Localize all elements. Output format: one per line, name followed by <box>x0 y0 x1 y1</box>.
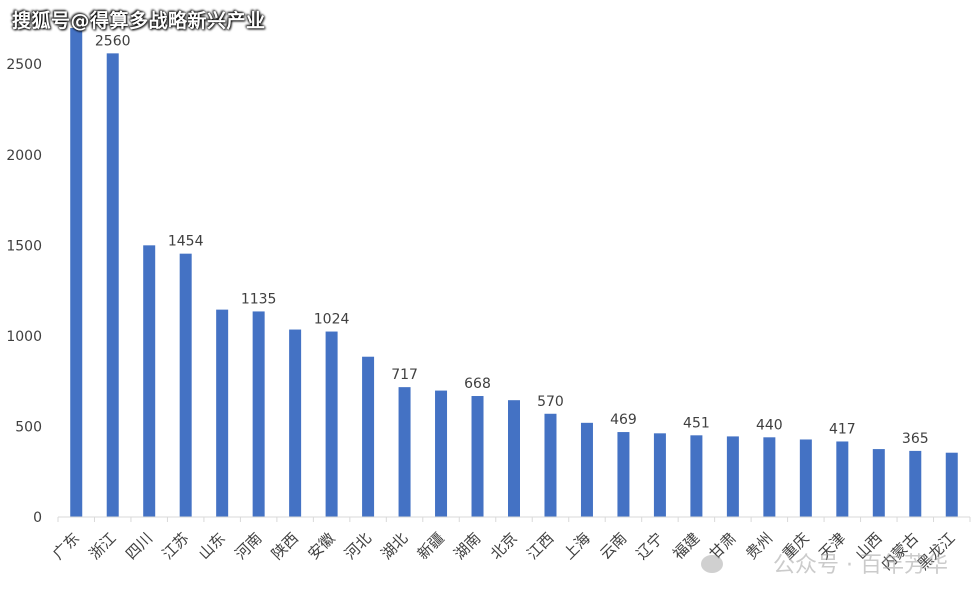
data-label: 451 <box>683 415 710 431</box>
x-tick-label: 河北 <box>341 529 375 563</box>
y-tick-label: 1500 <box>6 238 42 254</box>
x-tick-label: 贵州 <box>742 529 776 563</box>
bar <box>544 413 557 517</box>
bar <box>398 387 411 517</box>
y-tick-label: 2000 <box>6 148 42 164</box>
x-tick-label: 北京 <box>487 529 521 563</box>
bar <box>252 311 265 517</box>
x-tick-label: 安徽 <box>304 529 338 563</box>
bar <box>143 245 156 518</box>
x-tick-label: 辽宁 <box>633 529 667 563</box>
x-tick-label: 陕西 <box>268 529 302 563</box>
data-label: 1454 <box>168 234 204 250</box>
x-tick-label: 云南 <box>596 529 630 563</box>
x-tick-label: 上海 <box>560 529 594 563</box>
bar <box>70 28 83 517</box>
bar <box>617 432 630 517</box>
y-tick-label: 2500 <box>6 57 42 73</box>
data-label: 1024 <box>314 312 350 328</box>
bar <box>471 396 484 517</box>
data-label: 1135 <box>241 291 277 307</box>
y-tick-label: 500 <box>15 419 42 435</box>
bar <box>909 450 922 517</box>
x-tick-label: 浙江 <box>86 529 120 563</box>
x-tick-label: 福建 <box>669 529 703 563</box>
data-label: 417 <box>829 421 856 437</box>
data-label: 440 <box>756 417 783 433</box>
watermark: 搜狐号@得算多战略新兴产业 <box>12 10 266 32</box>
bar <box>179 253 192 518</box>
bar <box>763 437 776 517</box>
bar <box>799 439 812 517</box>
data-label: 668 <box>464 376 491 392</box>
data-labels: 2560 1454 1135 1024 717 668 570 469 451 440 417 365 <box>95 33 929 447</box>
bar <box>580 422 593 517</box>
bar <box>653 433 666 517</box>
bar <box>836 441 849 517</box>
x-tick-label: 广东 <box>49 529 83 563</box>
x-tick-label: 四川 <box>122 529 156 563</box>
x-tick-label: 新疆 <box>414 529 448 563</box>
x-tick-label: 江西 <box>523 529 557 563</box>
watermark-secondary: 公众号 · 百年芳华 <box>773 553 948 578</box>
y-axis: 0 500 1000 1500 2000 2500 <box>6 57 42 526</box>
bar <box>435 390 448 517</box>
y-tick-label: 0 <box>33 510 42 526</box>
bar <box>508 400 520 517</box>
bar <box>872 449 885 517</box>
bar <box>362 356 375 517</box>
y-tick-label: 1000 <box>6 329 42 345</box>
data-label: 365 <box>902 431 929 447</box>
bar <box>325 331 338 517</box>
bars <box>70 28 958 518</box>
bar <box>690 435 703 517</box>
x-tick-label: 江苏 <box>159 529 193 563</box>
x-tick-label: 河南 <box>232 529 266 563</box>
data-label: 570 <box>537 394 564 410</box>
data-label: 717 <box>391 367 418 383</box>
bar <box>289 329 302 517</box>
bar <box>726 436 739 517</box>
bar <box>216 309 229 517</box>
bar <box>106 53 119 517</box>
x-tick-label: 湖北 <box>377 529 411 563</box>
wechat-icon <box>701 555 723 573</box>
data-label: 469 <box>610 412 637 428</box>
x-tick-label: 湖南 <box>450 529 484 563</box>
bar <box>945 452 958 517</box>
data-label: 2560 <box>95 33 131 49</box>
x-tick-label: 山东 <box>195 529 229 563</box>
